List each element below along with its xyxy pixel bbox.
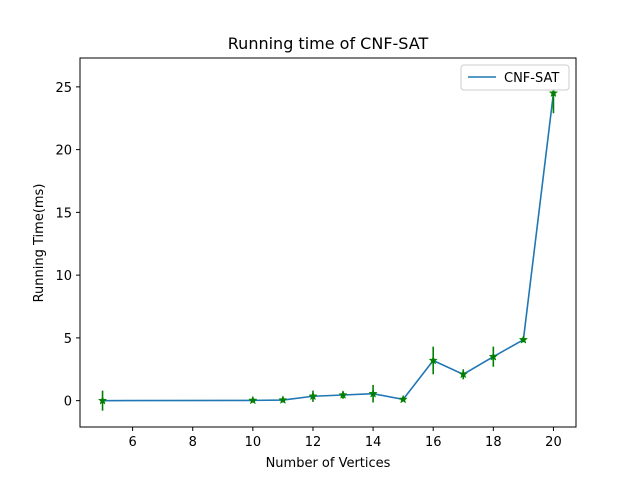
plot-area: 6 8 10 12 14 16 18 20 0 5 10 15 20 25 bbox=[55, 57, 577, 450]
x-tick-label: 10 bbox=[245, 435, 262, 450]
y-tick-label: 25 bbox=[55, 81, 72, 96]
y-tick-label: 15 bbox=[55, 206, 72, 221]
data-point-star bbox=[428, 355, 438, 365]
data-point-star bbox=[248, 395, 258, 405]
x-tick-label: 20 bbox=[545, 435, 562, 450]
series-layer bbox=[97, 73, 559, 411]
data-point-star bbox=[368, 388, 378, 398]
data-point-star bbox=[398, 394, 408, 404]
x-tick-label: 8 bbox=[189, 435, 197, 450]
plot-frame bbox=[79, 57, 577, 428]
y-axis: 0 5 10 15 20 25 bbox=[55, 81, 80, 410]
data-point-star bbox=[458, 369, 468, 379]
x-tick-label: 18 bbox=[485, 435, 502, 450]
data-point-star bbox=[518, 334, 529, 344]
data-point-star bbox=[278, 395, 288, 404]
data-point-star bbox=[97, 395, 108, 405]
data-point-star bbox=[548, 88, 559, 98]
y-axis-label: Running Time(ms) bbox=[32, 184, 47, 303]
x-tick-label: 6 bbox=[128, 435, 136, 450]
legend: CNF-SAT bbox=[460, 64, 570, 91]
data-point-star bbox=[338, 390, 348, 399]
chart-title: Running time of CNF-SAT bbox=[228, 34, 429, 53]
legend-box bbox=[460, 64, 570, 91]
y-tick-label: 10 bbox=[55, 269, 72, 284]
y-tick-label: 20 bbox=[55, 144, 72, 159]
x-tick-label: 16 bbox=[425, 435, 442, 450]
data-point-star bbox=[308, 391, 318, 401]
x-axis: 6 8 10 12 14 16 18 20 bbox=[128, 427, 562, 450]
x-tick-label: 14 bbox=[365, 435, 382, 450]
y-tick-label: 0 bbox=[64, 395, 72, 410]
data-point-star bbox=[488, 351, 498, 361]
x-axis-label: Number of Vertices bbox=[266, 456, 391, 471]
legend-entry-cnf-sat: CNF-SAT bbox=[504, 71, 559, 86]
series-line-cnf-sat bbox=[102, 93, 555, 402]
y-tick-label: 5 bbox=[64, 332, 72, 347]
x-tick-label: 12 bbox=[305, 435, 322, 450]
